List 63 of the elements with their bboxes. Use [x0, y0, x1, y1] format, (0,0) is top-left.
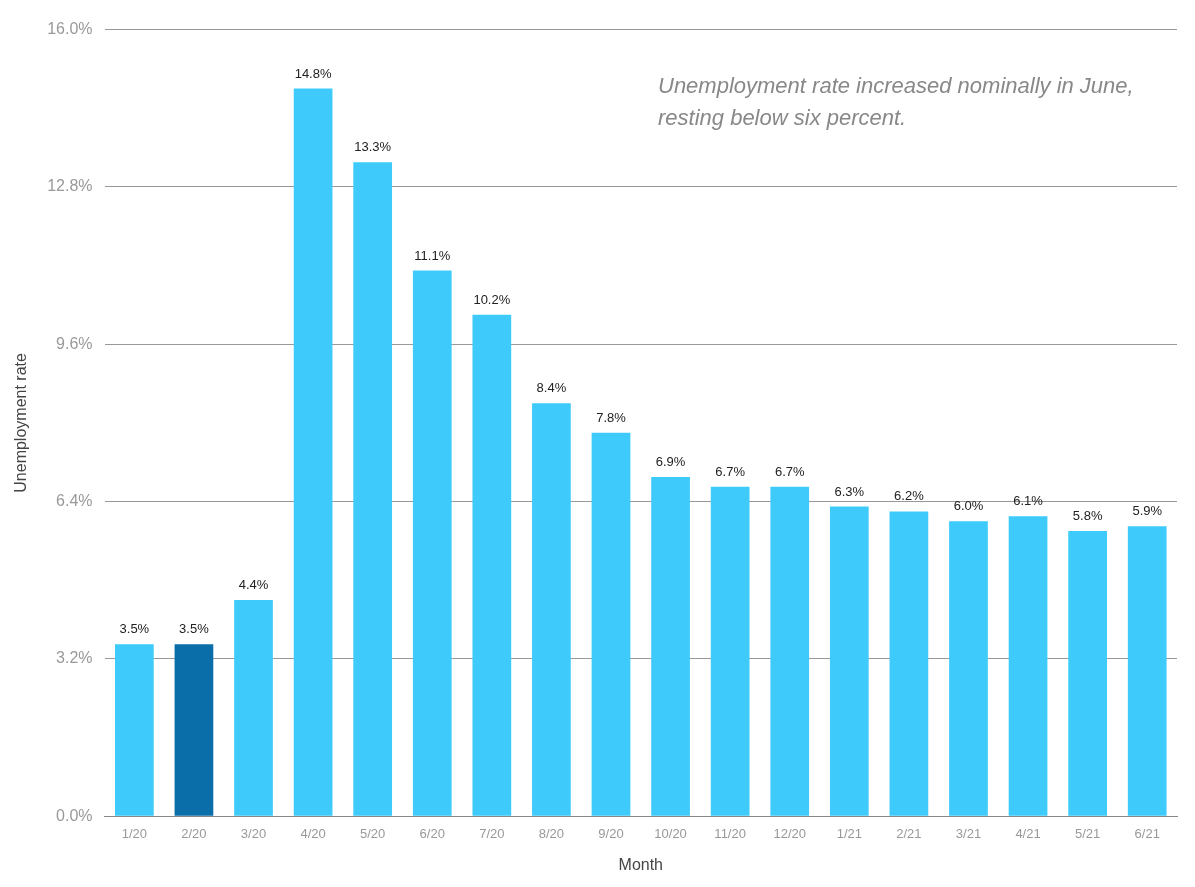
bar: [591, 432, 631, 816]
y-tick-label: 12.8%: [47, 177, 93, 195]
data-label: 5.8%: [1072, 508, 1103, 524]
x-tick-label: 4/20: [300, 825, 326, 841]
x-tick-label: 4/21: [1015, 825, 1041, 841]
bar: [949, 521, 988, 816]
y-axis-title: Unemployment rate: [12, 352, 30, 493]
bar: [174, 644, 214, 816]
bar: [770, 486, 810, 816]
y-tick-label: 0.0%: [56, 806, 93, 824]
x-tick-label: 6/20: [419, 825, 445, 841]
x-tick-label: 5/21: [1074, 825, 1101, 841]
bar: [114, 644, 154, 816]
data-label: 3.5%: [119, 621, 150, 637]
x-tick-label: 9/20: [598, 825, 624, 841]
y-tick-label: 9.6%: [56, 334, 93, 352]
x-tick-label: 1/20: [121, 825, 148, 841]
data-label: 6.7%: [715, 463, 746, 479]
y-tick-label: 3.2%: [56, 649, 93, 667]
x-tick-label: 1/21: [836, 825, 862, 841]
bar: [472, 314, 512, 816]
data-label: 6.1%: [1013, 493, 1044, 509]
data-label: 7.8%: [596, 409, 627, 425]
x-tick-label: 2/21: [896, 825, 922, 841]
annotation: Unemployment rate increased nominally in June, resting below six percent.: [658, 72, 1135, 132]
x-tick-label: 10/20: [654, 825, 687, 841]
data-label: 4.4%: [238, 576, 269, 592]
data-label: 14.8%: [294, 65, 332, 81]
bar: [889, 511, 929, 816]
bar: [234, 599, 273, 816]
x-tick-label: 12/20: [773, 825, 807, 841]
x-tick-label: 8/20: [538, 825, 565, 841]
x-tick-label: 5/20: [360, 825, 386, 841]
x-tick-label: 6/21: [1134, 825, 1160, 841]
data-label: 3.5%: [179, 621, 210, 637]
x-axis-title: Month: [618, 855, 664, 873]
x-tick-label: 11/20: [714, 825, 746, 841]
bar: [1068, 531, 1107, 816]
y-tick-label: 16.0%: [47, 20, 93, 38]
data-label: 10.2%: [473, 291, 511, 307]
x-tick-label: 3/20: [240, 825, 267, 841]
data-label: 11.1%: [414, 247, 451, 263]
bar: [1127, 526, 1167, 816]
bar: [710, 486, 750, 816]
data-label: 6.2%: [894, 488, 925, 504]
bar: [293, 88, 333, 816]
bar: [829, 506, 869, 816]
x-tick-label: 3/21: [955, 825, 982, 841]
data-label: 13.3%: [354, 139, 392, 155]
bar: [412, 270, 452, 816]
data-label: 6.0%: [953, 498, 984, 514]
bar: [651, 476, 690, 816]
data-label: 8.4%: [536, 380, 567, 396]
data-label: 6.3%: [834, 483, 865, 499]
bar: [532, 403, 571, 816]
bar: [353, 162, 393, 816]
bar: [1008, 516, 1048, 816]
y-tick-label: 6.4%: [56, 491, 93, 509]
data-label: 6.7%: [774, 463, 805, 479]
data-label: 6.9%: [655, 454, 686, 470]
x-tick-label: 2/20: [181, 825, 207, 841]
x-tick-label: 7/20: [479, 825, 505, 841]
data-label: 5.9%: [1132, 503, 1163, 519]
